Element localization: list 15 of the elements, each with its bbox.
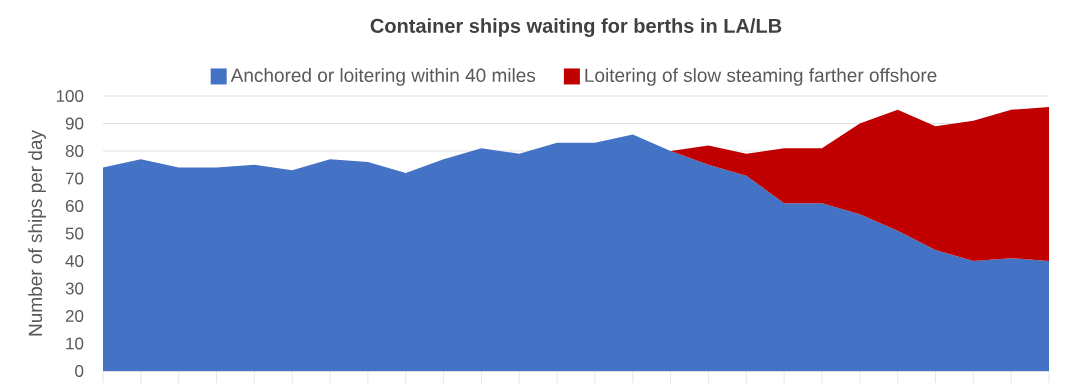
y-tick-label: 40 (65, 254, 84, 267)
y-tick-label: 90 (65, 117, 84, 130)
y-tick-label: 50 (65, 227, 84, 240)
legend-label: Loitering of slow steaming farther offshore (585, 68, 937, 86)
y-tick-label: 30 (65, 282, 84, 295)
y-tick-label: 60 (65, 199, 84, 212)
chart-title: Container ships waiting for berths in LA/LB (370, 18, 782, 37)
y-tick-label: 20 (65, 309, 84, 322)
y-tick-label: 10 (66, 337, 84, 350)
legend-label: Anchored or loitering within 40 miles (230, 68, 536, 86)
y-tick-label: 0 (75, 364, 84, 377)
y-tick-label: 70 (65, 172, 84, 185)
y-axis-title: Number of ships per day (28, 130, 46, 336)
y-tick-label: 100 (56, 89, 84, 102)
y-tick-label: 80 (65, 144, 84, 157)
